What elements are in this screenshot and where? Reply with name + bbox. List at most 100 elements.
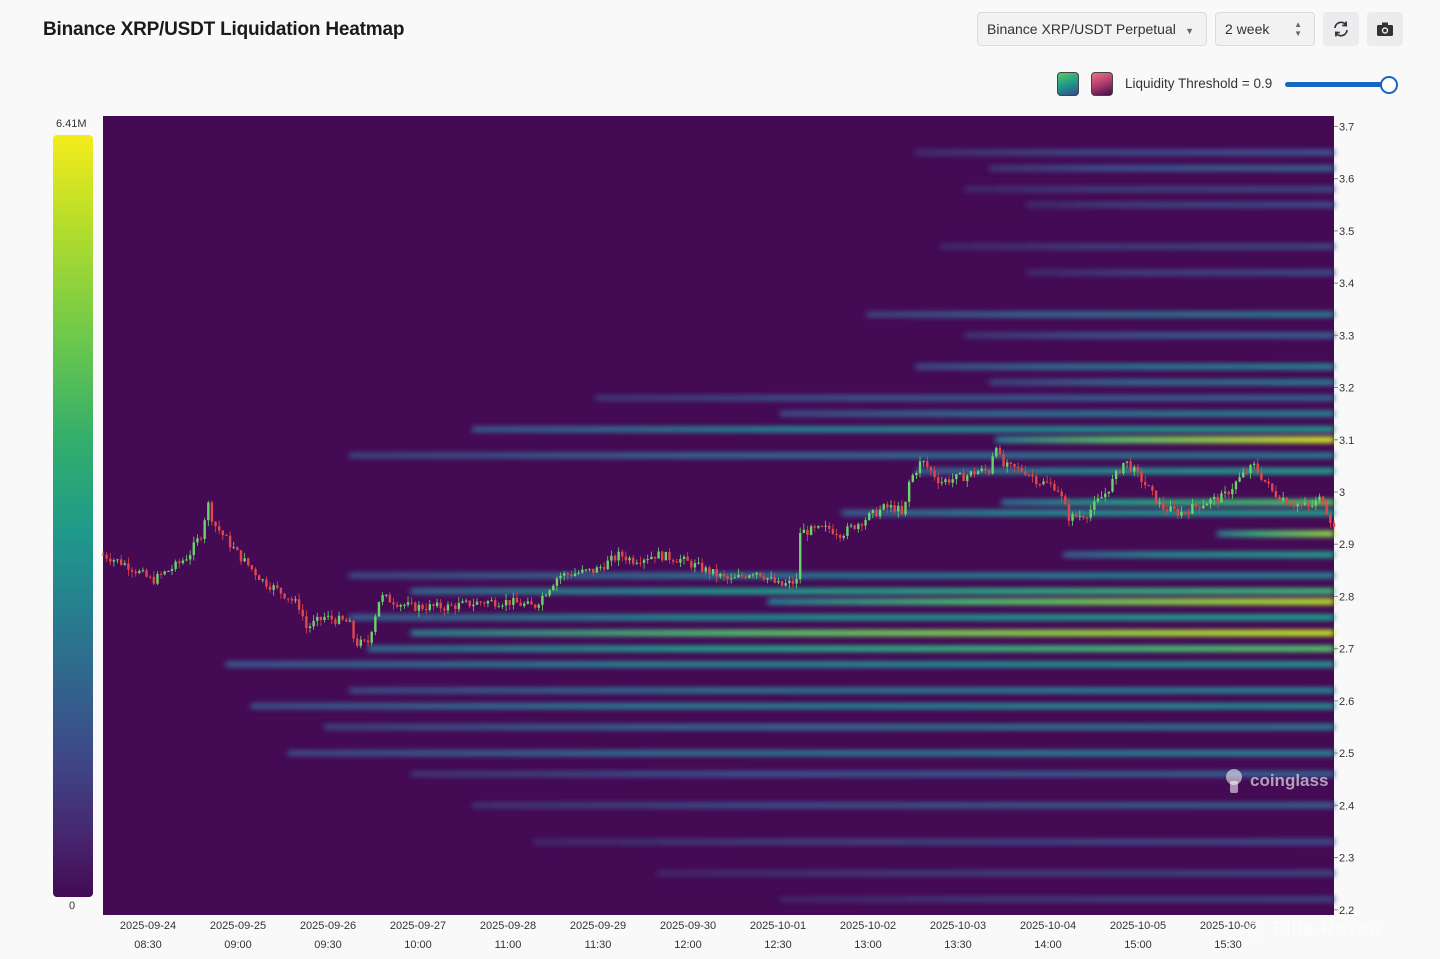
candle-body [272,585,275,590]
candle-body [1296,504,1299,507]
candle-body [842,535,845,538]
candle-body [1303,503,1307,505]
candle-body [766,577,769,580]
candle-body [1183,511,1187,513]
candle-body [573,573,577,577]
candle-body [588,568,591,570]
candle-body [421,604,424,609]
candle-body [305,616,308,629]
magma-palette-button[interactable] [1091,72,1113,96]
x-tick-time: 13:00 [854,939,882,951]
x-tick-time: 14:00 [1034,939,1062,951]
candle-body [1027,474,1031,476]
candle-body [127,563,130,570]
candle-body [1031,474,1034,477]
candle-body [922,461,925,463]
liquidity-band [472,425,1334,433]
candle-body [366,640,370,643]
screenshot-button[interactable] [1367,12,1403,46]
candle-body [207,502,210,521]
candle-body [980,468,983,472]
colorbar [53,135,93,897]
candle-body [138,570,141,574]
candle-body [704,567,707,572]
liquidity-band [472,801,1334,809]
candle-body [671,559,675,562]
pair-select[interactable]: Binance XRP/USDT Perpetual ▼ [977,12,1207,46]
liquidity-band [1217,530,1334,538]
y-tick-label: 3.4 [1339,278,1354,290]
candle-body [853,525,856,529]
candle-body [1249,465,1252,474]
x-tick-time: 12:00 [674,939,702,951]
candle-body [610,555,613,561]
candle-body [257,575,261,581]
candle-body [464,600,468,602]
x-tick-time: 09:00 [224,939,252,951]
candle-body [679,559,682,563]
refresh-button[interactable] [1323,12,1359,46]
candle-body [1307,503,1310,507]
candle-body [475,601,479,605]
threshold-slider-thumb[interactable] [1380,76,1398,94]
x-axis: 2025-09-24 08:30 2025-09-25 09:00 2025-09-26… [120,920,1256,951]
candle-body [1067,504,1071,521]
y-tick-label: 2.9 [1339,539,1354,551]
candle-body [1191,503,1194,514]
candle-body [777,581,780,583]
price-candles [101,444,1336,649]
candle-body [951,479,954,483]
range-select-value: 2 week [1225,21,1270,37]
candle-body [991,456,994,474]
candle-body [1209,499,1212,504]
liquidity-band [533,838,1334,846]
candle-body [196,538,199,543]
candle-body [355,638,359,646]
liquidity-band [226,660,1335,668]
candle-body [1245,472,1249,474]
candle-body [192,542,195,556]
x-tick-date: 2025-09-27 [390,920,446,932]
candle-body [243,558,246,562]
candle-body [849,525,853,527]
candle-body [1318,496,1321,501]
candle-body [1278,496,1281,501]
candle-body [1071,514,1074,521]
x-tick-time: 15:00 [1124,939,1152,951]
candle-body [265,579,268,587]
candle-body [1292,505,1296,507]
x-tick-date: 2025-10-05 [1110,920,1166,932]
candle-body [239,550,243,562]
candle-body [878,509,882,517]
candle-body [541,595,544,605]
candle-body [112,560,116,562]
candle-body [570,574,573,577]
candle-body [116,559,119,561]
candle-body [326,615,330,617]
candle-body [592,568,595,573]
candle-body [1005,462,1009,467]
candle-body [497,606,501,608]
candle-body [1133,466,1136,472]
threshold-slider-track[interactable] [1285,82,1397,87]
candle-body [294,599,297,601]
candle-body [1234,481,1238,490]
candle-body [552,585,555,591]
candle-body [813,526,816,528]
liquidity-band [1026,269,1334,277]
x-tick-time: 15:30 [1214,939,1242,951]
candle-body [1227,491,1230,495]
candle-body [599,567,602,569]
liquidity-band [324,723,1335,731]
candle-body [523,603,526,606]
candle-body [399,604,402,607]
viridis-palette-button[interactable] [1057,72,1079,96]
candle-body [432,604,435,607]
x-tick-date: 2025-10-04 [1020,920,1076,932]
candle-body [152,576,156,584]
candle-body [788,580,791,584]
range-select[interactable]: 2 week ▲ ▼ [1215,12,1315,46]
candle-body [1252,463,1256,466]
candle-body [417,604,421,611]
